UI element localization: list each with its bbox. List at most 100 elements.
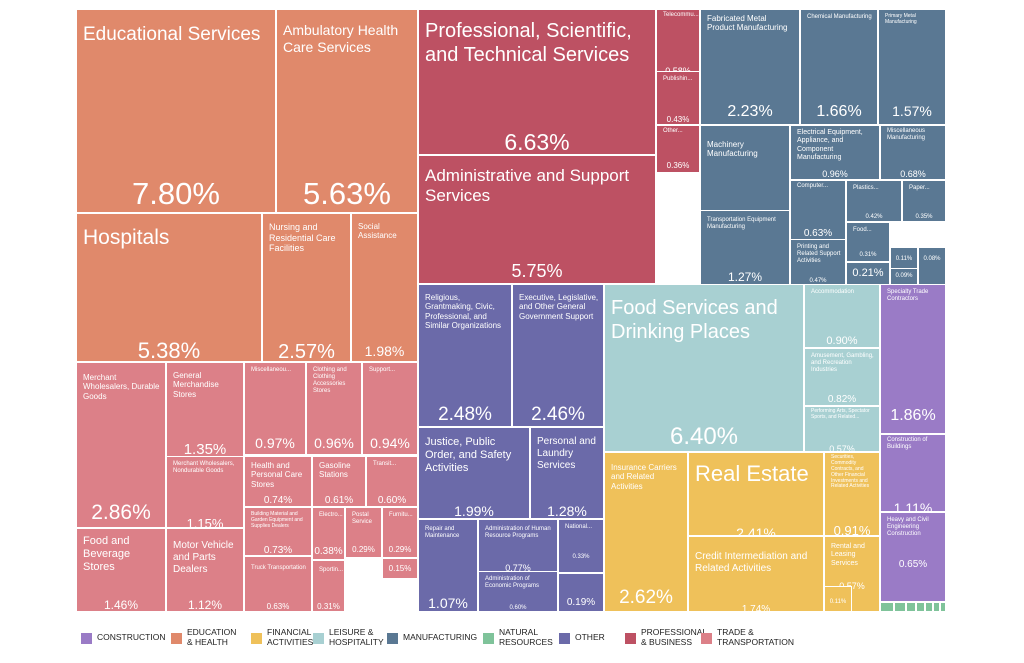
treemap-tile-executive-legislative-and-other-general-government-support[interactable]: Executive, Legislative, and Other Genera… (512, 284, 604, 427)
treemap-tile-70[interactable] (925, 602, 933, 612)
tile-label: Specialty Trade Contractors (887, 289, 929, 303)
treemap-tile-62[interactable]: 0.11% (824, 586, 852, 612)
treemap-tile-67[interactable] (894, 602, 906, 612)
treemap-tile-gasoline-stations[interactable]: Gasoline Stations 0.61% (312, 456, 366, 507)
treemap-tile-43[interactable]: 0.09% (890, 268, 918, 285)
legend-item-professional[interactable]: Professional & Business (625, 624, 707, 652)
tile-value: 0.29% (352, 545, 375, 554)
tile-value: 0.09% (895, 273, 913, 279)
legend-swatch (559, 632, 570, 644)
treemap-tile-heavy-and-civil-engineering-construction[interactable]: Heavy and Civil Engineering Construction… (880, 512, 946, 602)
tile-label: Paper... (909, 185, 930, 191)
tile-label: Educational Services (83, 24, 261, 45)
treemap-tile-electro[interactable]: Electro... 0.38% (312, 507, 345, 560)
treemap-tile-merchant-wholesalers-nondurable-goods[interactable]: Merchant Wholesalers, Nondurable Goods 1.… (166, 456, 244, 528)
treemap-tile-transportation-equipment-manufacturing[interactable]: Transportation Equipment Manufacturing 1.… (700, 210, 790, 285)
treemap-tile-accommodation[interactable]: Accommodation 0.90% (804, 284, 880, 348)
treemap-tile-administration-of-economic-programs[interactable]: Administration of Economic Programs 0.60% (478, 571, 558, 612)
treemap-tile-building-material-and-garden-equipment-and-supplies-dealers[interactable]: Building Material and Garden Equipment a… (244, 507, 312, 556)
treemap-tile-religious-grantmaking-civic-professional-and-similar-organizations[interactable]: Religious, Grantmaking, Civic, Professio… (418, 284, 512, 427)
tile-value: 5.75% (511, 261, 563, 281)
treemap-tile-justice-public-order-and-safety-activities[interactable]: Justice, Public Order, and Safety Activi… (418, 427, 530, 519)
treemap-tile-other[interactable]: Other... 0.36% (656, 125, 700, 173)
treemap-tile-nursing-and-residential-care-facilities[interactable]: Nursing and Residential Care Facilities 2… (262, 213, 351, 362)
treemap-tile-national[interactable]: National... 0.33% (558, 519, 604, 573)
tile-value: 2.86% (91, 501, 151, 524)
treemap-tile-performing-arts-spectator-sports-and-related[interactable]: Performing Arts, Spectator Sports, and R… (804, 406, 880, 452)
tile-value: 0.60% (509, 605, 527, 611)
treemap-tile-amusement-gambling-and-recreation-industries[interactable]: Amusement, Gambling, and Recreation Indu… (804, 348, 880, 406)
treemap-tile-publishin[interactable]: Publishin... 0.43% (656, 71, 700, 125)
treemap-tile-42[interactable]: 0.08% (918, 247, 946, 285)
tile-label: Truck Transportation (251, 565, 306, 571)
treemap-tile-72[interactable] (940, 602, 946, 612)
tile-value: 0.11% (895, 256, 913, 262)
treemap-tile-18[interactable]: 0.15% (382, 558, 418, 579)
tile-label: Heavy and Civil Engineering Construction (887, 517, 929, 538)
treemap-tile-health-and-personal-care-stores[interactable]: Health and Personal Care Stores 0.74% (244, 456, 312, 507)
tile-value: 1.86% (890, 407, 936, 424)
treemap-tile-electrical-equipment-appliance-and-component-manufacturing[interactable]: Electrical Equipment, Appliance, and Com… (790, 125, 880, 180)
treemap-tile-food[interactable]: Food... 0.31% (846, 222, 890, 262)
legend-item-leisure[interactable]: Leisure & Hospitality (313, 624, 384, 652)
treemap-tile-professional-scientific-and-technical-services[interactable]: Professional, Scientific, and Technical … (418, 9, 656, 155)
tile-label: Building Material and Garden Equipment a… (251, 511, 303, 529)
treemap-tile-construction-of-buildings[interactable]: Construction of Buildings 1.11% (880, 434, 946, 512)
treemap-tile-chemical-manufacturing[interactable]: Chemical Manufacturing 1.66% (800, 9, 878, 125)
treemap-tile-transit[interactable]: Transit... 0.60% (366, 456, 418, 507)
legend-item-trade[interactable]: Trade & Transportation (701, 624, 794, 652)
tile-label: Primary Metal Manufacturing (885, 13, 917, 25)
treemap-tile-repair-and-maintenance[interactable]: Repair and Maintenance 1.07% (418, 519, 478, 612)
treemap-tile-66[interactable] (880, 602, 894, 612)
treemap-tile-furnitu[interactable]: Furnitu... 0.29% (382, 507, 418, 558)
treemap-tile-52[interactable]: 0.19% (558, 573, 604, 612)
tile-value: 1.46% (103, 598, 139, 612)
treemap-tile-food-services-and-drinking-places[interactable]: Food Services and Drinking Places 6.40% (604, 284, 804, 452)
tile-value: 1.27% (727, 270, 763, 284)
treemap-tile-administration-of-human-resource-programs[interactable]: Administration of Human Resource Program… (478, 519, 558, 579)
treemap-tile-real-estate[interactable]: Real Estate 2.41% (688, 452, 824, 536)
treemap-tile-personal-and-laundry-services[interactable]: Personal and Laundry Services 1.28% (530, 427, 604, 519)
treemap-tile-paper[interactable]: Paper... 0.35% (902, 180, 946, 222)
treemap-tile-40[interactable]: 0.21% (846, 262, 890, 285)
legend-item-construction[interactable]: Construction (81, 624, 165, 652)
legend-item-education-health[interactable]: Education & Health (171, 624, 236, 652)
tile-value: 0.47% (809, 278, 827, 284)
legend-item-financial[interactable]: Financial Activities (251, 624, 313, 652)
treemap-tile-educational-services[interactable]: Educational Services 7.80% (76, 9, 276, 213)
treemap-tile-administrative-and-support-services[interactable]: Administrative and Support Services 5.75% (418, 155, 656, 284)
treemap-tile-general-merchandise-stores[interactable]: General Merchandise Stores 1.35% (166, 362, 244, 468)
treemap-tile-69[interactable] (916, 602, 925, 612)
legend-label: Other (575, 632, 605, 643)
treemap-tile-sportin[interactable]: Sportin... 0.31% (312, 560, 345, 612)
treemap-tile-68[interactable] (906, 602, 916, 612)
treemap-tile-ambulatory-health-care-services[interactable]: Ambulatory Health Care Services 5.63% (276, 9, 418, 213)
treemap-tile-motor-vehicle-and-parts-dealers[interactable]: Motor Vehicle and Parts Dealers 1.12% (166, 528, 244, 612)
treemap-tile-miscellaneou[interactable]: Miscellaneou... 0.97% (244, 362, 306, 455)
treemap-tile-miscellaneous-manufacturing[interactable]: Miscellaneous Manufacturing 0.68% (880, 125, 946, 180)
treemap-tile-truck-transportation[interactable]: Truck Transportation 0.63% (244, 556, 312, 612)
tile-value: 0.38% (314, 546, 343, 557)
treemap-tile-food-and-beverage-stores[interactable]: Food and Beverage Stores 1.46% (76, 528, 166, 612)
legend-item-manufacturing[interactable]: Manufacturing (387, 624, 477, 652)
treemap-tile-securities-commodity-contracts-and-other-financial-investments-and-related-activities[interactable]: Securities, Commodity Contracts, and Oth… (824, 452, 880, 536)
treemap-tile-postal-service[interactable]: Postal Service 0.29% (345, 507, 382, 558)
treemap-tile-specialty-trade-contractors[interactable]: Specialty Trade Contractors 1.86% (880, 284, 946, 434)
treemap-tile-support[interactable]: Support... 0.94% (362, 362, 418, 455)
treemap-tile-plastics[interactable]: Plastics... 0.42% (846, 180, 902, 222)
treemap-tile-clothing-and-clothing-accessories-stores[interactable]: Clothing and Clothing Accessories Stores… (306, 362, 362, 455)
treemap-tile-insurance-carriers-and-related-activities[interactable]: Insurance Carriers and Related Activitie… (604, 452, 688, 612)
tile-value: 0.73% (263, 545, 293, 556)
treemap-tile-social-assistance[interactable]: Social Assistance 1.98% (351, 213, 418, 362)
treemap-tile-printing-and-related-support-activities[interactable]: Printing and Related Support Activities 0… (790, 239, 846, 285)
legend-item-natural[interactable]: Natural Resources (483, 624, 553, 652)
treemap-tile-credit-intermediation-and-related-activities[interactable]: Credit Intermediation and Related Activi… (688, 536, 824, 612)
treemap-tile-fabricated-metal-product-manufacturing[interactable]: Fabricated Metal Product Manufacturing 2.… (700, 9, 800, 125)
treemap-tile-71[interactable] (933, 602, 940, 612)
treemap-tile-primary-metal-manufacturing[interactable]: Primary Metal Manufacturing 1.57% (878, 9, 946, 125)
treemap-tile-merchant-wholesalers-durable-goods[interactable]: Merchant Wholesalers, Durable Goods 2.86% (76, 362, 166, 528)
legend-item-other[interactable]: Other (559, 624, 605, 652)
treemap-tile-computer[interactable]: Computer... 0.63% (790, 180, 846, 242)
tile-label: General Merchandise Stores (173, 371, 219, 399)
treemap-tile-hospitals[interactable]: Hospitals 5.38% (76, 213, 262, 362)
